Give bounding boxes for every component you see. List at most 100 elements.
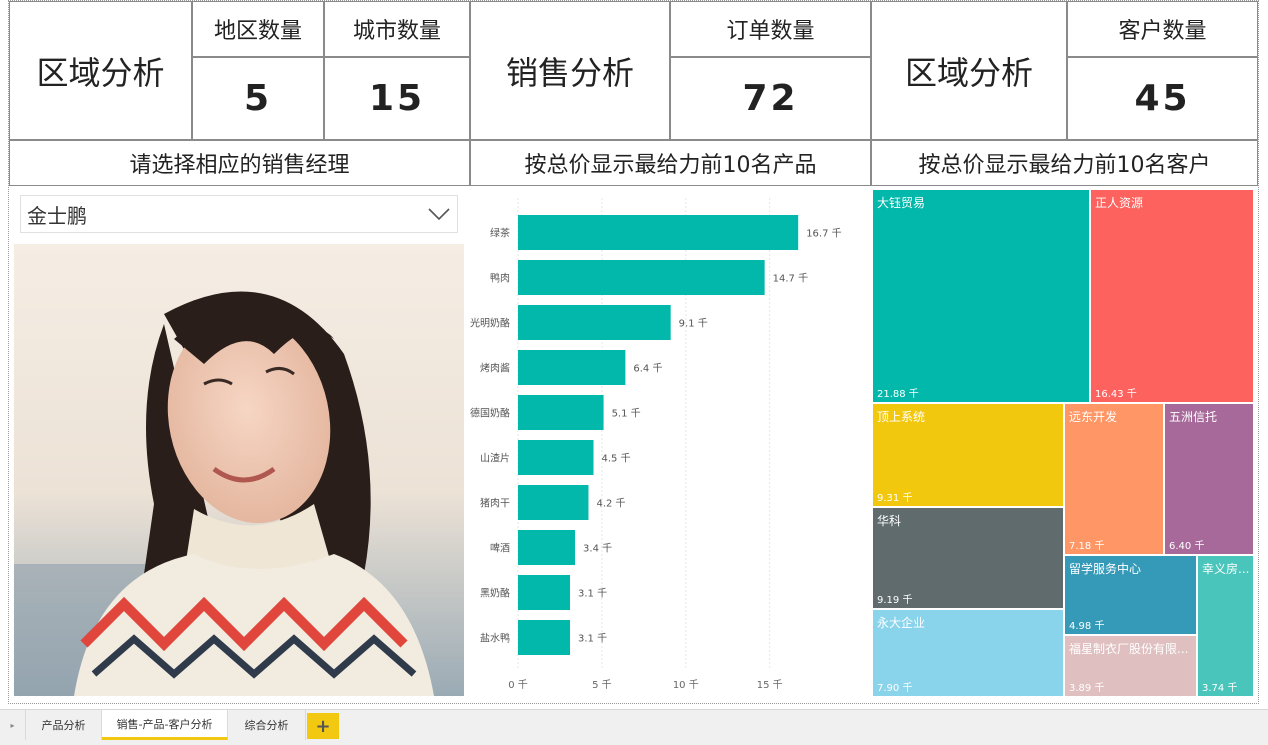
data-label: 4.5 千 — [602, 453, 631, 465]
manager-portrait-illustration — [14, 244, 464, 696]
treemap-tile[interactable]: 永大企业 7.90 千 — [873, 610, 1063, 696]
region-count-text: 5 — [243, 78, 273, 119]
treemap-tile-label: 幸义房... — [1202, 562, 1249, 576]
tab-sales-product-customer[interactable]: 销售-产品-客户分析 — [102, 710, 228, 740]
treemap-tile-value: 3.74 千 — [1202, 683, 1238, 694]
data-label: 16.7 千 — [806, 228, 841, 240]
treemap-tile[interactable]: 远东开发 7.18 千 — [1065, 404, 1163, 554]
city-count-value: 15 — [324, 57, 470, 140]
treemap-tile[interactable]: 福星制衣厂股份有限... 3.89 千 — [1065, 636, 1196, 696]
tab-product-analysis-label: 产品分析 — [41, 719, 86, 732]
x-tick-label: 15 千 — [757, 679, 783, 691]
manager-slicer-dropdown[interactable]: 金士鹏 — [20, 195, 458, 233]
treemap-tile[interactable]: 幸义房... 3.74 千 — [1198, 556, 1253, 696]
treemap-tile-label: 华科 — [877, 514, 902, 528]
category-label: 山渣片 — [480, 452, 510, 465]
top-customers-treemap: 大钰贸易 21.88 千 正人资源 16.43 千顶上系统 9.31 千华科 9.19 千… — [873, 190, 1253, 696]
region-count-label: 地区数量 — [192, 1, 324, 57]
data-label: 3.4 千 — [583, 543, 612, 555]
treemap-tile[interactable]: 五洲信托 6.40 千 — [1165, 404, 1253, 554]
sweater-pattern — [80, 596, 417, 679]
customer-count-text: 45 — [1134, 78, 1191, 119]
data-label: 9.1 千 — [679, 318, 708, 330]
treemap-tile-value: 9.19 千 — [877, 595, 913, 606]
top-products-heading-text: 按总价显示最给力前10名产品 — [524, 153, 817, 178]
sales-analysis-title: 销售分析 — [470, 1, 670, 140]
order-count-text: 72 — [742, 78, 799, 119]
region-analysis-title-text-2: 区域分析 — [904, 53, 1033, 92]
manager-select-heading: 请选择相应的销售经理 — [9, 140, 470, 186]
order-count-label-text: 订单数量 — [726, 19, 815, 44]
category-label: 烤肉酱 — [480, 362, 510, 375]
page-tabs-bar: ▸ 产品分析 销售-产品-客户分析 综合分析 + — [0, 709, 1268, 745]
region-analysis-title-2: 区域分析 — [871, 1, 1067, 140]
top-products-heading: 按总价显示最给力前10名产品 — [470, 140, 871, 186]
treemap-tile[interactable]: 留学服务中心 4.98 千 — [1065, 556, 1196, 634]
tab-overall-analysis-label: 综合分析 — [244, 719, 289, 732]
treemap-tile[interactable]: 顶上系统 9.31 千 — [873, 404, 1063, 506]
order-count-value: 72 — [670, 57, 871, 140]
category-label: 光明奶酪 — [470, 317, 510, 330]
customer-count-value: 45 — [1067, 57, 1258, 140]
tab-sales-product-customer-label: 销售-产品-客户分析 — [116, 717, 213, 731]
x-tick-label: 0 千 — [508, 679, 528, 691]
add-page-plus-icon: + — [315, 715, 331, 737]
order-count-label: 订单数量 — [670, 1, 871, 57]
slicer-selected-value: 金士鹏 — [27, 203, 87, 228]
city-count-label-text: 城市数量 — [352, 19, 441, 44]
region-count-label-text: 地区数量 — [213, 19, 302, 44]
bar[interactable] — [518, 215, 799, 250]
treemap-tile-label: 远东开发 — [1069, 410, 1118, 424]
data-label: 3.1 千 — [578, 633, 607, 645]
data-label: 5.1 千 — [612, 408, 641, 420]
treemap-tile[interactable]: 正人资源 16.43 千 — [1091, 190, 1253, 402]
customer-count-label-text: 客户数量 — [1118, 19, 1207, 44]
treemap-tile-value: 9.31 千 — [877, 493, 913, 504]
category-label: 猪肉干 — [480, 497, 510, 510]
treemap-tile[interactable]: 华科 9.19 千 — [873, 508, 1063, 608]
treemap-tile-label: 正人资源 — [1095, 196, 1144, 210]
treemap-tile-label: 大钰贸易 — [877, 196, 926, 210]
bar[interactable] — [518, 350, 626, 385]
manager-photo — [14, 244, 464, 696]
city-count-label: 城市数量 — [324, 1, 470, 57]
customer-count-label: 客户数量 — [1067, 1, 1258, 57]
category-label: 黑奶酪 — [480, 587, 510, 600]
treemap-tile-value: 21.88 千 — [877, 389, 919, 400]
treemap-tile-label: 留学服务中心 — [1069, 562, 1142, 576]
x-tick-label: 10 千 — [673, 679, 699, 691]
category-label: 啤酒 — [490, 543, 510, 555]
data-label: 4.2 千 — [596, 498, 625, 510]
bar[interactable] — [518, 440, 594, 475]
region-analysis-title-1: 区域分析 — [9, 1, 192, 140]
city-count-text: 15 — [368, 78, 426, 119]
bar[interactable] — [518, 530, 576, 565]
treemap-tile[interactable]: 大钰贸易 21.88 千 — [873, 190, 1089, 402]
treemap-tile-value: 3.89 千 — [1069, 683, 1105, 694]
treemap-tile-value: 7.18 千 — [1069, 541, 1105, 552]
treemap-tile-value: 4.98 千 — [1069, 621, 1105, 632]
tab-overall-analysis[interactable]: 综合分析 — [228, 710, 306, 740]
top-customers-heading-text: 按总价显示最给力前10名客户 — [918, 153, 1211, 178]
tab-product-analysis[interactable]: 产品分析 — [26, 710, 102, 740]
bar[interactable] — [518, 575, 571, 610]
category-label: 德国奶酪 — [470, 407, 510, 420]
bar[interactable] — [518, 305, 671, 340]
region-analysis-title-text-1: 区域分析 — [36, 53, 165, 92]
treemap-tile-label: 顶上系统 — [877, 410, 926, 424]
category-label: 鸭肉 — [490, 272, 510, 285]
manager-select-heading-text: 请选择相应的销售经理 — [129, 153, 350, 178]
bar[interactable] — [518, 260, 765, 295]
top-customers-heading: 按总价显示最给力前10名客户 — [871, 140, 1258, 186]
add-page-button[interactable]: + — [307, 713, 339, 739]
treemap-tile-value: 6.40 千 — [1169, 541, 1205, 552]
tab-scroll-left-icon[interactable]: ▸ — [0, 710, 26, 740]
treemap-tile-label: 五洲信托 — [1169, 410, 1218, 424]
chevron-down-icon[interactable] — [427, 203, 451, 230]
bar[interactable] — [518, 395, 604, 430]
bar[interactable] — [518, 485, 589, 520]
treemap-tile-label: 福星制衣厂股份有限... — [1069, 642, 1189, 656]
region-count-value: 5 — [192, 57, 324, 140]
bar[interactable] — [518, 620, 571, 655]
